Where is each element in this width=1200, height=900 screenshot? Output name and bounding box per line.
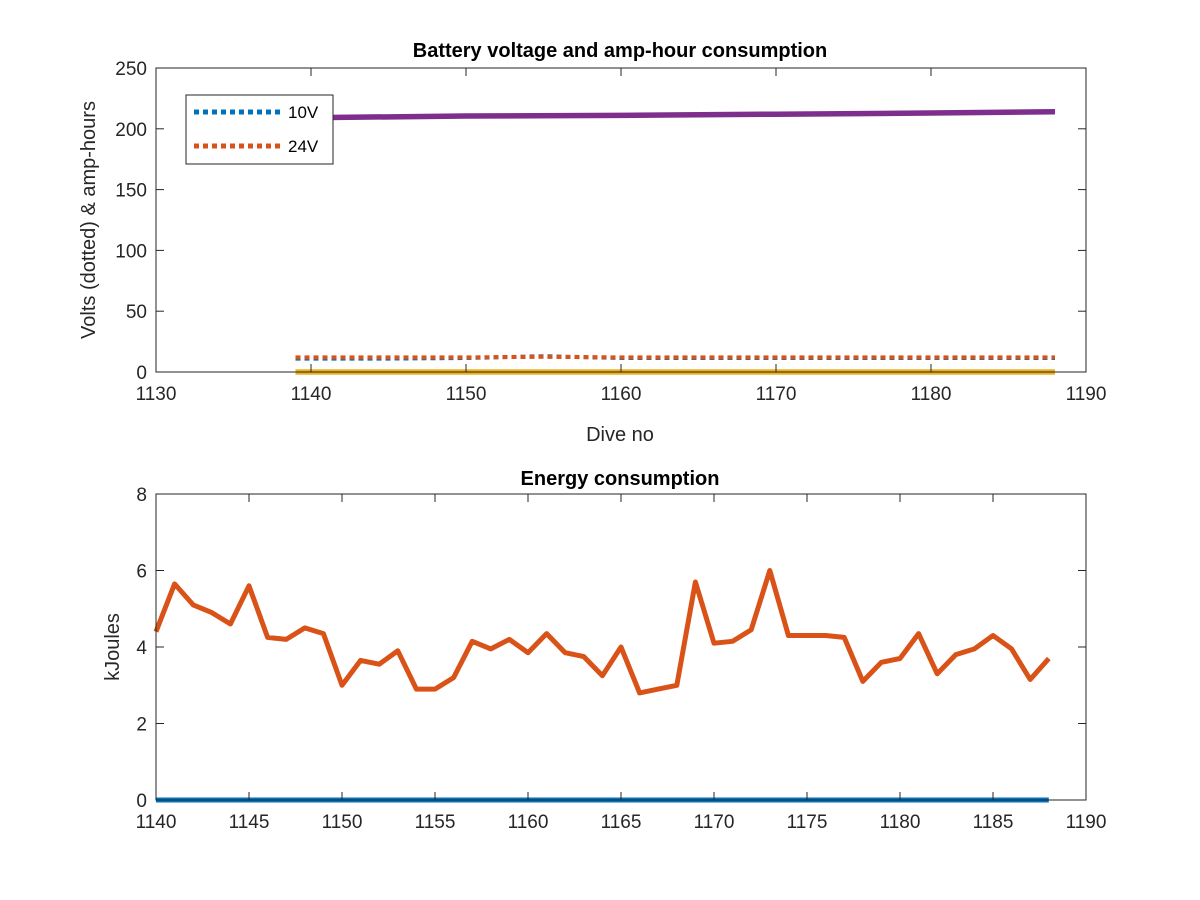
- x-tick-label: 1140: [136, 812, 177, 833]
- x-tick-label: 1150: [446, 384, 487, 405]
- chart-battery-yticks: 0 50 100 150 200 250: [115, 59, 1086, 384]
- chart-energy-title: Energy consumption: [521, 468, 720, 490]
- x-tick-label: 1145: [229, 812, 270, 833]
- y-tick-label: 8: [136, 485, 147, 506]
- legend-10v-label: 10V: [288, 103, 319, 122]
- x-tick-label: 1180: [880, 812, 921, 833]
- chart-battery-xlabel: Dive no: [586, 424, 654, 446]
- series-line-energy: [153, 568, 1051, 696]
- y-tick-label: 4: [136, 638, 147, 659]
- chart-battery-title: Battery voltage and amp-hour consumption: [413, 40, 827, 62]
- x-tick-label: 1170: [756, 384, 797, 405]
- x-tick-label: 1180: [911, 384, 952, 405]
- chart-battery: Battery voltage and amp-hour consumption…: [78, 40, 1106, 446]
- chart-battery-legend: 10V 24V: [185, 94, 334, 165]
- y-tick-label: 50: [126, 302, 147, 323]
- x-tick-label: 1130: [136, 384, 177, 405]
- x-tick-label: 1185: [973, 812, 1014, 833]
- legend-box: [185, 94, 334, 165]
- x-tick-label: 1190: [1066, 384, 1107, 405]
- x-tick-label: 1160: [508, 812, 549, 833]
- chart-energy-yticks: 0 2 4 6 8: [136, 485, 1086, 812]
- y-tick-label: 150: [115, 181, 147, 202]
- legend-24v-label: 24V: [288, 137, 319, 156]
- series-line-24v: [295, 354, 1055, 360]
- series-line-amp-hours-b: [295, 109, 1056, 121]
- x-tick-label: 1155: [415, 812, 456, 833]
- chart-energy: Energy consumption 1140 1145 1150 1155 1160 1…: [102, 468, 1106, 833]
- y-tick-label: 200: [115, 120, 147, 141]
- y-tick-label: 2: [136, 715, 147, 736]
- x-tick-label: 1175: [787, 812, 828, 833]
- x-tick-label: 1160: [601, 384, 642, 405]
- x-tick-label: 1190: [1066, 812, 1107, 833]
- y-tick-label: 0: [136, 791, 147, 812]
- x-tick-label: 1140: [291, 384, 332, 405]
- x-tick-label: 1165: [601, 812, 642, 833]
- y-tick-label: 6: [136, 562, 147, 583]
- y-tick-label: 100: [115, 241, 147, 262]
- chart-battery-xticks: 1130 1140 1150 1160 1170 1180 1190: [136, 68, 1107, 405]
- chart-energy-ylabel: kJoules: [102, 613, 124, 681]
- x-tick-label: 1170: [694, 812, 735, 833]
- y-tick-label: 250: [115, 59, 147, 80]
- y-tick-label: 0: [136, 363, 147, 384]
- x-tick-label: 1150: [322, 812, 363, 833]
- chart-battery-ylabel: Volts (dotted) & amp-hours: [78, 101, 100, 339]
- chart-energy-xticks: 1140 1145 1150 1155 1160 1165 1170 1175 1180 1185…: [136, 494, 1107, 833]
